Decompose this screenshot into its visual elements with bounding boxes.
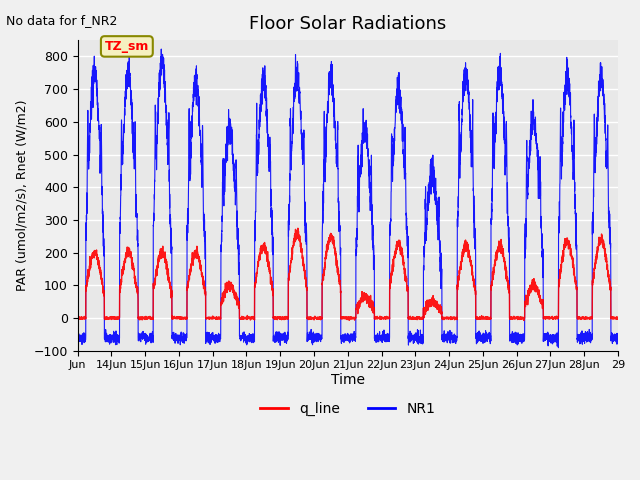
Text: No data for f_NR2: No data for f_NR2: [6, 14, 118, 27]
X-axis label: Time: Time: [331, 373, 365, 387]
Title: Floor Solar Radiations: Floor Solar Radiations: [249, 15, 446, 33]
Y-axis label: PAR (umol/m2/s), Rnet (W/m2): PAR (umol/m2/s), Rnet (W/m2): [15, 100, 28, 291]
Legend: q_line, NR1: q_line, NR1: [255, 396, 441, 421]
Text: TZ_sm: TZ_sm: [105, 40, 149, 53]
